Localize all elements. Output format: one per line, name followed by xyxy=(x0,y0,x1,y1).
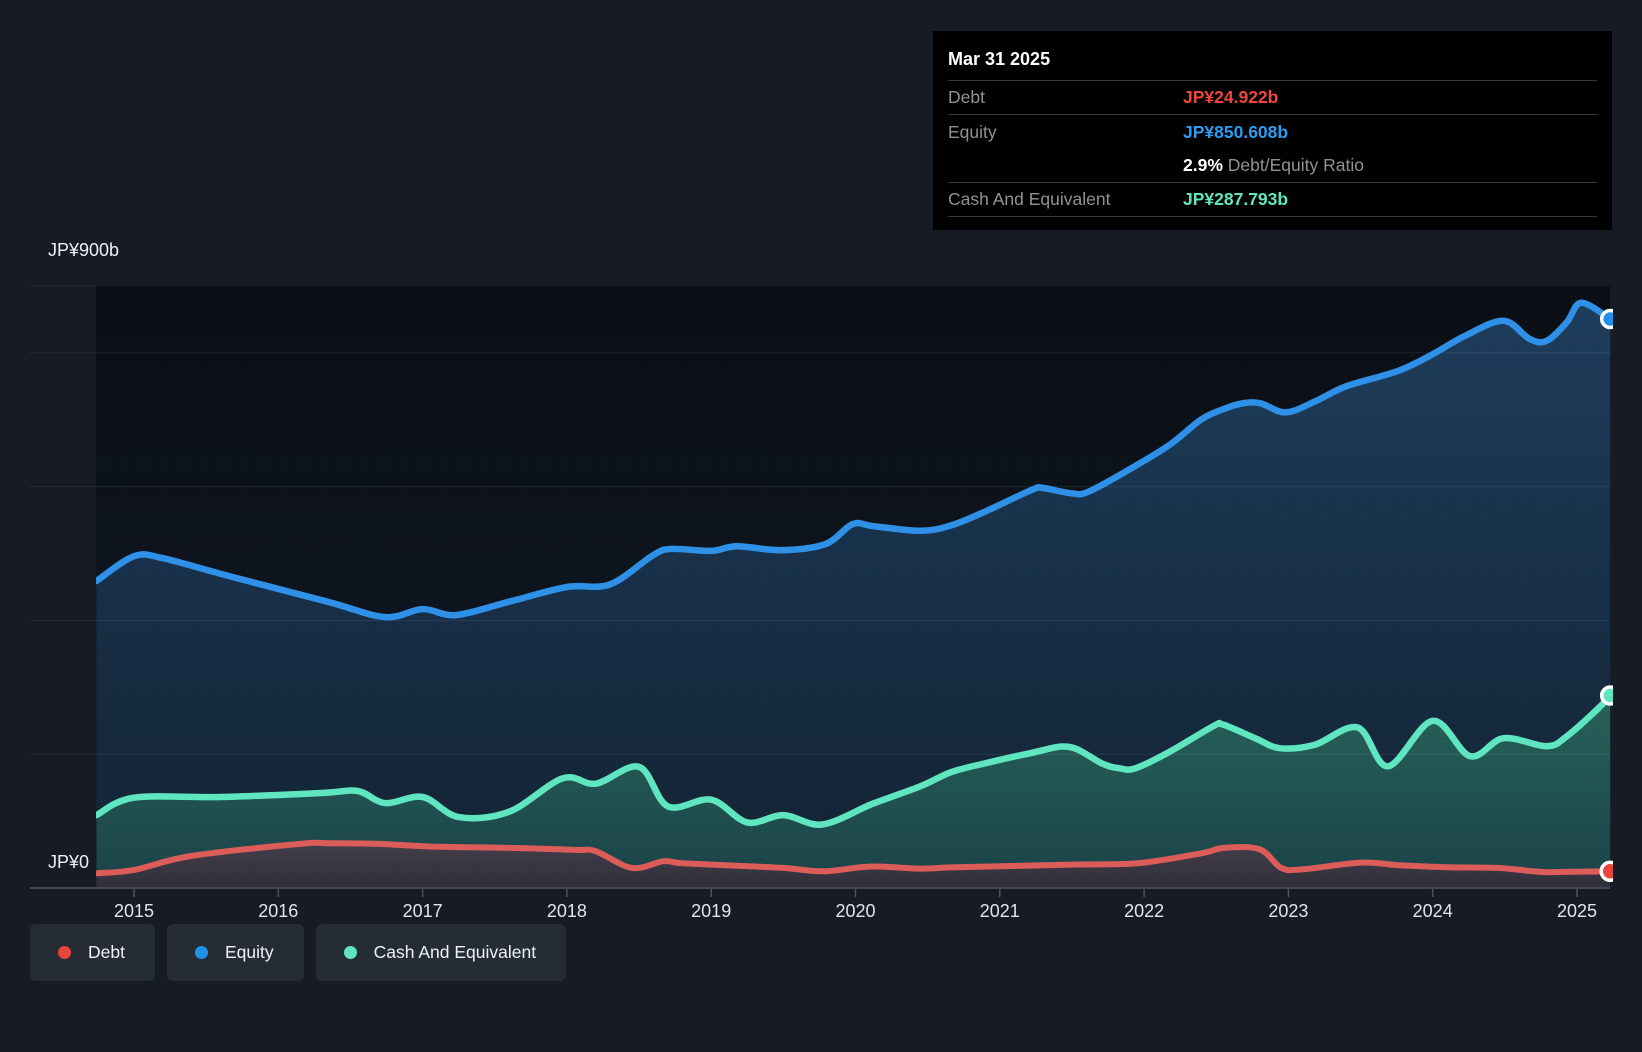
tooltip-equity-value: JP¥850.608b xyxy=(1183,122,1288,143)
tooltip-ratio: 2.9% Debt/Equity Ratio xyxy=(1183,155,1364,176)
x-axis-label-2025: 2025 xyxy=(1557,901,1597,922)
tooltip-debt-row: Debt JP¥24.922b xyxy=(948,81,1597,115)
x-axis-label-2020: 2020 xyxy=(835,901,875,922)
legend-label-debt: Debt xyxy=(88,942,125,963)
equity-legend-dot-icon xyxy=(195,946,208,959)
chart-tooltip: Mar 31 2025 Debt JP¥24.922b Equity JP¥85… xyxy=(933,31,1612,230)
x-axis-label-2017: 2017 xyxy=(403,901,443,922)
tooltip-debt-label: Debt xyxy=(948,87,1183,108)
legend-item-equity[interactable]: Equity xyxy=(167,924,304,981)
tooltip-ratio-value: 2.9% xyxy=(1183,155,1223,175)
legend-item-debt[interactable]: Debt xyxy=(30,924,155,981)
tooltip-equity-row: Equity JP¥850.608b xyxy=(948,115,1597,149)
x-axis-label-2016: 2016 xyxy=(258,901,298,922)
y-axis-max-label: JP¥900b xyxy=(48,240,119,260)
debt-equity-cash-history-panel: JP¥900b JP¥0 2015 2016 2017 2018 2019 2020 202… xyxy=(0,0,1642,1052)
tooltip-equity-label: Equity xyxy=(948,122,1183,143)
x-axis-label-2019: 2019 xyxy=(691,901,731,922)
legend-item-cash[interactable]: Cash And Equivalent xyxy=(316,924,566,981)
equity-end-marker xyxy=(1602,311,1619,328)
legend-label-cash: Cash And Equivalent xyxy=(374,942,536,963)
x-axis-label-2024: 2024 xyxy=(1413,901,1453,922)
tooltip-cash-value: JP¥287.793b xyxy=(1183,189,1288,210)
debt-end-marker xyxy=(1601,862,1619,880)
tooltip-date: Mar 31 2025 xyxy=(948,49,1597,81)
tooltip-debt-value: JP¥24.922b xyxy=(1183,87,1278,108)
legend-label-equity: Equity xyxy=(225,942,274,963)
cash-legend-dot-icon xyxy=(344,946,357,959)
debt-legend-dot-icon xyxy=(58,946,71,959)
x-axis-label-2023: 2023 xyxy=(1268,901,1308,922)
tooltip-cash-label: Cash And Equivalent xyxy=(948,189,1183,210)
y-axis-zero-label: JP¥0 xyxy=(48,852,89,872)
tooltip-cash-row: Cash And Equivalent JP¥287.793b xyxy=(948,183,1597,217)
cash-end-marker xyxy=(1602,687,1619,704)
x-axis-label-2015: 2015 xyxy=(114,901,154,922)
tooltip-ratio-row: 2.9% Debt/Equity Ratio xyxy=(948,149,1597,183)
x-axis-label-2022: 2022 xyxy=(1124,901,1164,922)
x-axis-label-2018: 2018 xyxy=(547,901,587,922)
chart-legend: Debt Equity Cash And Equivalent xyxy=(30,924,566,981)
x-axis-label-2021: 2021 xyxy=(980,901,1020,922)
